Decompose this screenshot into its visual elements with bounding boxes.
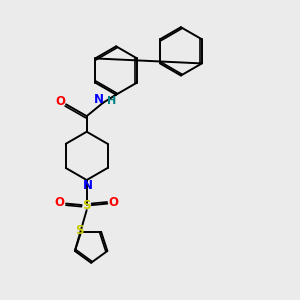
Text: H: H bbox=[106, 96, 116, 106]
Text: N: N bbox=[83, 179, 93, 192]
Text: S: S bbox=[75, 224, 84, 237]
Text: N: N bbox=[94, 93, 104, 106]
Text: S: S bbox=[82, 199, 91, 212]
Text: O: O bbox=[56, 95, 66, 108]
Text: O: O bbox=[109, 196, 119, 208]
Text: O: O bbox=[55, 196, 64, 208]
